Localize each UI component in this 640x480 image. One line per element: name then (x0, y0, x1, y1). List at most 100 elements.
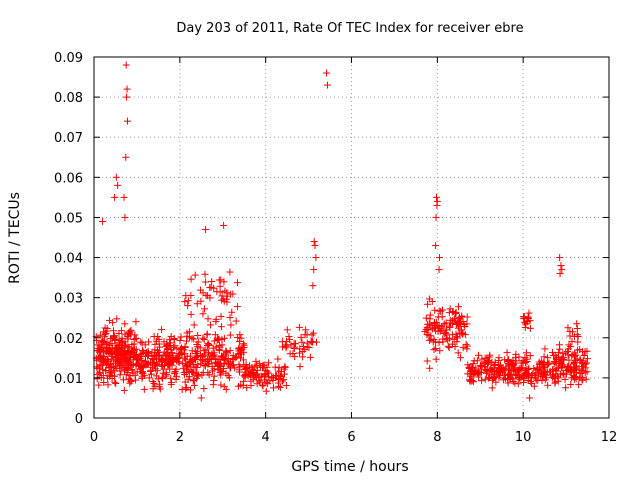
data-point (482, 367, 490, 375)
data-point (282, 381, 290, 389)
data-point (282, 344, 290, 352)
data-point (538, 376, 546, 384)
data-point (276, 371, 284, 379)
data-point (243, 384, 251, 392)
data-point (459, 330, 467, 338)
data-point (199, 352, 207, 360)
data-point (109, 357, 117, 365)
data-point (145, 338, 153, 346)
data-point (138, 350, 146, 358)
data-point (220, 356, 228, 364)
data-point (186, 358, 194, 366)
y-tick-label: 0 (75, 412, 83, 427)
data-point (197, 297, 205, 305)
data-point (153, 347, 161, 355)
data-point (281, 363, 289, 371)
data-point (545, 359, 553, 367)
data-point (190, 381, 198, 389)
data-point (197, 394, 205, 402)
data-point (181, 343, 189, 351)
data-point (448, 331, 456, 339)
x-axis-label: GPS time / hours (291, 459, 408, 475)
data-point (432, 242, 440, 250)
y-tick-label: 0.09 (54, 51, 83, 66)
data-point (515, 367, 523, 375)
data-point (520, 371, 528, 379)
data-point (434, 313, 442, 321)
data-point (507, 361, 515, 369)
data-point (239, 340, 247, 348)
data-point (574, 346, 582, 354)
data-point (215, 276, 223, 284)
data-point (579, 367, 587, 375)
data-point (295, 323, 303, 331)
data-point (559, 355, 567, 363)
data-point (182, 384, 190, 392)
data-point (193, 340, 201, 348)
data-point (144, 348, 152, 356)
data-point (166, 365, 174, 373)
data-point (111, 336, 119, 344)
data-point (215, 342, 223, 350)
data-point (488, 376, 496, 384)
data-point (503, 349, 511, 357)
data-point (190, 363, 198, 371)
data-point (99, 328, 107, 336)
data-point (111, 193, 119, 201)
data-point (473, 357, 481, 365)
y-tick-label: 0.08 (54, 91, 83, 106)
data-point (472, 364, 480, 372)
data-point (323, 81, 331, 89)
data-point (583, 368, 591, 376)
data-point (576, 374, 584, 382)
data-point (424, 300, 432, 308)
data-point (220, 383, 228, 391)
data-point (454, 349, 462, 357)
data-point (161, 355, 169, 363)
data-point (222, 369, 230, 377)
data-point (463, 320, 471, 328)
data-point (196, 344, 204, 352)
data-point (558, 266, 566, 274)
data-point (583, 355, 591, 363)
data-point (113, 315, 121, 323)
data-point (291, 353, 299, 361)
data-point (176, 337, 184, 345)
data-point (200, 385, 208, 393)
data-point (457, 354, 465, 362)
data-point (199, 369, 207, 377)
data-point (521, 369, 529, 377)
data-point (275, 364, 283, 372)
data-point (184, 297, 192, 305)
data-point (281, 341, 289, 349)
data-point (192, 356, 200, 364)
data-point (274, 355, 282, 363)
data-point (448, 340, 456, 348)
data-point (463, 342, 471, 350)
data-point (114, 355, 122, 363)
data-point (443, 334, 451, 342)
data-point (532, 374, 540, 382)
data-point (486, 373, 494, 381)
data-point (147, 366, 155, 374)
data-point (522, 349, 530, 357)
data-point (469, 360, 477, 368)
data-point (140, 371, 148, 379)
data-point (528, 380, 536, 388)
data-point (210, 284, 218, 292)
data-point (111, 348, 119, 356)
data-point (104, 381, 112, 389)
data-point (454, 303, 462, 311)
data-point (127, 377, 135, 385)
data-point (235, 350, 243, 358)
data-point (95, 381, 103, 389)
data-point (200, 347, 208, 355)
data-point (123, 93, 131, 101)
data-point (572, 351, 580, 359)
data-point (310, 266, 318, 274)
data-point (278, 338, 286, 346)
data-point (202, 291, 210, 299)
data-point (125, 358, 133, 366)
data-point (117, 361, 125, 369)
data-point (507, 371, 515, 379)
